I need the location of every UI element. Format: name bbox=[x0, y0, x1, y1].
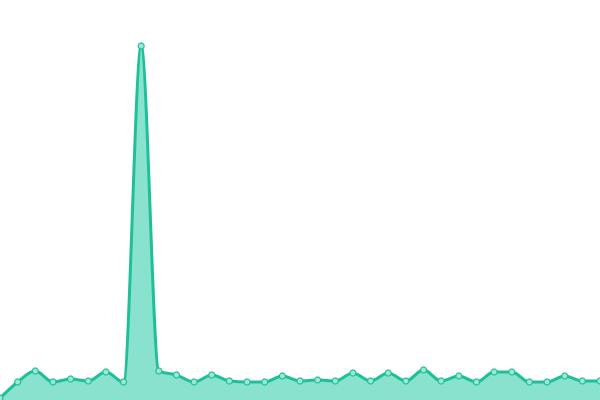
data-point bbox=[208, 371, 216, 379]
data-point bbox=[261, 378, 269, 386]
data-point bbox=[472, 378, 481, 386]
data-point bbox=[119, 378, 128, 386]
data-point bbox=[349, 369, 357, 377]
area-line bbox=[0, 44, 600, 400]
data-point bbox=[190, 378, 198, 386]
data-point bbox=[578, 377, 586, 385]
data-point bbox=[543, 378, 551, 386]
data-point bbox=[278, 372, 286, 380]
data-point bbox=[561, 372, 569, 380]
data-point bbox=[455, 372, 463, 380]
data-point bbox=[437, 377, 445, 385]
data-point bbox=[49, 378, 57, 386]
data-point bbox=[366, 377, 375, 385]
data-point bbox=[66, 375, 75, 383]
data-point bbox=[172, 371, 181, 379]
area-fill bbox=[0, 46, 600, 400]
data-point bbox=[525, 378, 534, 386]
data-point bbox=[31, 367, 39, 375]
data-point bbox=[419, 366, 428, 374]
data-point bbox=[402, 377, 410, 385]
data-point bbox=[508, 368, 516, 376]
data-point bbox=[596, 377, 600, 385]
data-point bbox=[155, 367, 163, 375]
data-point bbox=[225, 377, 234, 385]
data-point bbox=[243, 378, 251, 386]
data-point bbox=[296, 377, 304, 385]
data-point bbox=[384, 369, 392, 377]
data-point bbox=[490, 368, 498, 376]
data-point bbox=[314, 376, 322, 384]
data-point bbox=[137, 42, 145, 50]
data-point bbox=[84, 377, 92, 385]
data-point bbox=[0, 394, 4, 400]
data-point bbox=[14, 378, 22, 386]
data-point bbox=[331, 377, 339, 385]
data-point bbox=[102, 368, 110, 376]
